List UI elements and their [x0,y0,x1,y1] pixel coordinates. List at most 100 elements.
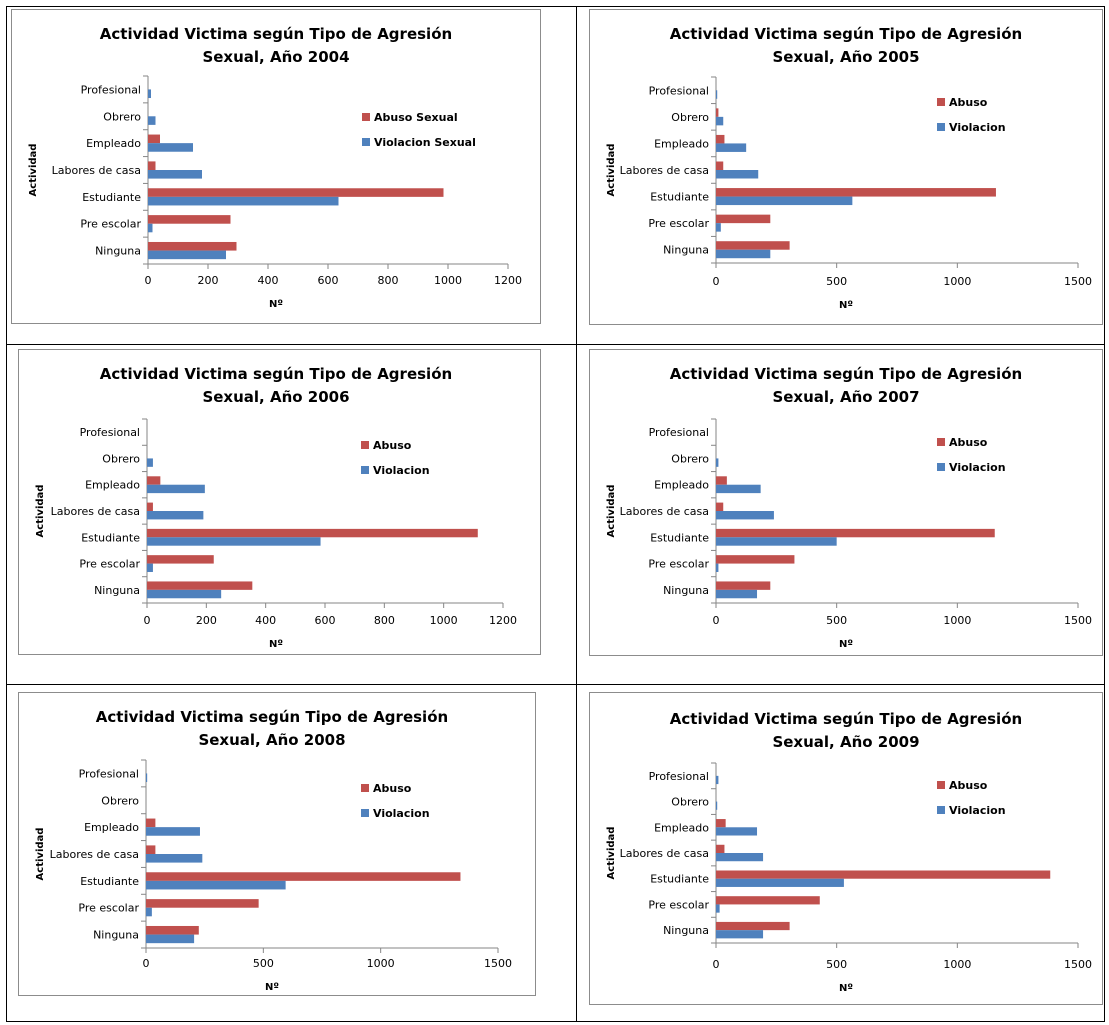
bar-violacion [146,934,195,944]
y-tick-label: Estudiante [82,191,141,204]
y-tick-label: Pre escolar [648,898,709,911]
table-grid [6,6,1105,1022]
y-tick-label: Labores de casa [52,164,141,177]
x-tick-label: 500 [826,614,847,627]
x-tick-label: 500 [253,957,274,970]
y-tick-label: Profesional [649,426,709,439]
y-tick-label: Labores de casa [50,848,139,861]
bar-abuso [716,241,790,250]
x-tick-label: 1500 [1064,614,1092,627]
legend-swatch [937,438,945,446]
bar-violacion [147,563,153,572]
chart-title: Actividad Victima según Tipo de Agresión [670,710,1022,728]
bar-abuso [148,215,231,224]
y-tick-label: Empleado [654,479,709,492]
x-tick-label: 1000 [367,957,395,970]
legend-label: Abuso [373,782,412,795]
x-tick-label: 400 [255,614,276,627]
x-tick-label: 0 [713,614,720,627]
bar-abuso [147,528,478,538]
chart-svg: Actividad Victima según Tipo de Agresión… [35,365,517,650]
bar-abuso [716,476,727,485]
legend-label: Abuso [373,439,412,452]
legend-label: Violacion [373,464,430,477]
bar-violacion [716,801,718,810]
legend-label: Violacion [949,461,1006,474]
y-tick-label: Empleado [654,821,709,834]
chart-svg: Actividad Victima según Tipo de Agresión… [35,708,512,993]
y-tick-label: Ninguna [663,924,709,937]
bar-violacion [716,878,844,887]
bar-violacion [146,907,152,917]
y-tick-label: Obrero [671,111,709,124]
y-tick-label: Empleado [654,137,709,150]
bar-violacion [716,170,759,179]
y-tick-label: Ninguna [663,584,709,597]
y-tick-label: Profesional [649,84,709,97]
chart-title: Sexual, Año 2006 [202,388,349,406]
bar-abuso [146,872,461,881]
bar-violacion [148,196,339,206]
chart-title: Actividad Victima según Tipo de Agresión [670,365,1022,383]
x-tick-label: 600 [318,274,339,287]
y-tick-label: Estudiante [80,875,139,888]
bar-violacion [716,853,764,862]
bar-violacion [716,116,724,126]
legend-swatch [937,123,945,131]
y-axis-label: Actividad [606,144,617,197]
x-tick-label: 1200 [489,614,517,627]
bar-violacion [716,775,719,785]
chart-2008: Actividad Victima según Tipo de Agresión… [18,692,536,996]
y-tick-label: Obrero [103,110,141,123]
y-tick-label: Obrero [671,452,709,465]
y-tick-label: Profesional [81,83,141,96]
bar-abuso [148,188,444,197]
bar-abuso [148,241,237,251]
table-divider-horizontal [7,684,1104,685]
bar-violacion [716,196,853,206]
legend-swatch [361,809,369,817]
y-tick-label: Empleado [85,479,140,492]
y-tick-label: Pre escolar [78,902,139,915]
bar-violacion [147,484,205,494]
bar-abuso [146,899,259,908]
x-tick-label: 1200 [494,274,522,287]
x-tick-label: 500 [826,958,847,971]
x-tick-label: 200 [198,274,219,287]
y-axis-label: Actividad [606,827,617,880]
bar-violacion [148,89,151,99]
bar-violacion [716,930,764,939]
bar-abuso [716,819,726,828]
x-tick-label: 1500 [1064,958,1092,971]
x-tick-label: 1000 [943,614,971,627]
legend-swatch [937,806,945,814]
x-tick-label: 200 [196,614,217,627]
chart-title: Sexual, Año 2005 [772,48,919,66]
bar-abuso [716,214,771,224]
y-axis-label: Actividad [28,144,39,197]
bar-abuso [716,161,724,170]
bar-violacion [147,589,222,599]
bar-abuso [147,502,153,511]
x-tick-label: 0 [144,614,151,627]
bar-abuso [716,502,724,511]
y-tick-label: Estudiante [650,531,709,544]
bar-abuso [146,845,156,854]
legend-swatch [937,463,945,471]
y-tick-label: Estudiante [650,191,709,204]
x-tick-label: 800 [374,614,395,627]
y-tick-label: Estudiante [650,873,709,886]
x-tick-label: 1000 [943,958,971,971]
bar-violacion [716,458,719,467]
x-tick-label: 0 [143,957,150,970]
y-axis-label: Actividad [35,828,46,881]
chart-title: Sexual, Año 2007 [772,388,919,406]
y-tick-label: Labores de casa [620,505,709,518]
legend-label: Violacion [949,804,1006,817]
y-tick-label: Labores de casa [620,847,709,860]
y-tick-label: Labores de casa [51,505,140,518]
bar-violacion [146,854,203,863]
x-tick-label: 0 [713,275,720,288]
x-axis-label: Nº [269,299,283,310]
x-tick-label: 1000 [430,614,458,627]
